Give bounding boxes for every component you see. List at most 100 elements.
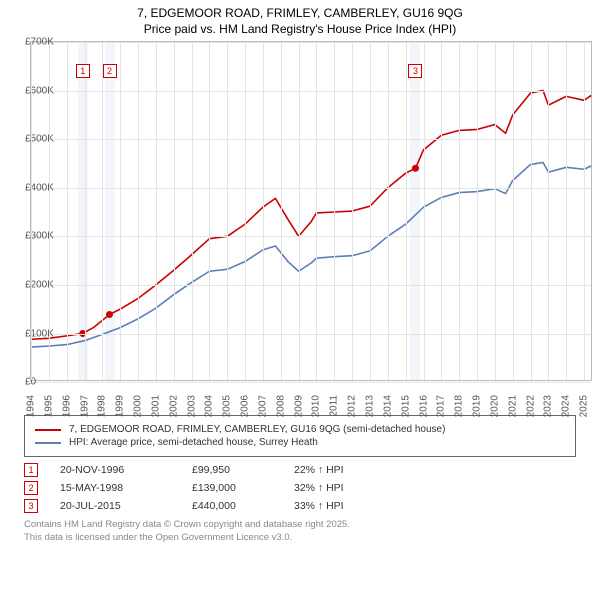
- x-tick-label: 2000: [133, 395, 144, 417]
- x-tick-label: 1998: [97, 395, 108, 417]
- x-gridline: [120, 42, 121, 380]
- x-gridline: [584, 42, 585, 380]
- x-tick-label: 2024: [561, 395, 572, 417]
- x-gridline: [441, 42, 442, 380]
- sale-row: 2 15-MAY-1998 £139,000 32% ↑ HPI: [24, 481, 576, 495]
- sale-index-box: 1: [24, 463, 38, 477]
- x-tick-label: 2014: [382, 395, 393, 417]
- x-tick-label: 1994: [26, 395, 37, 417]
- x-tick-label: 2006: [240, 395, 251, 417]
- x-gridline: [459, 42, 460, 380]
- x-tick-label: 2003: [186, 395, 197, 417]
- x-gridline: [281, 42, 282, 380]
- x-gridline: [31, 42, 32, 380]
- x-tick-label: 2004: [204, 395, 215, 417]
- x-tick-label: 1999: [115, 395, 126, 417]
- sale-price: £440,000: [192, 500, 272, 512]
- x-gridline: [334, 42, 335, 380]
- x-gridline: [263, 42, 264, 380]
- legend: 7, EDGEMOOR ROAD, FRIMLEY, CAMBERLEY, GU…: [24, 415, 576, 457]
- sale-row: 320-JUL-2015£440,00033% ↑ HPI: [24, 499, 576, 513]
- x-gridline: [174, 42, 175, 380]
- chart-svg: [31, 42, 591, 380]
- x-gridline: [227, 42, 228, 380]
- title-line2: Price paid vs. HM Land Registry's House …: [10, 22, 590, 38]
- series-line: [31, 91, 591, 340]
- x-tick-label: 2012: [347, 395, 358, 417]
- footer-line2: This data is licensed under the Open Gov…: [24, 532, 576, 544]
- sale-price: £99,950: [192, 464, 272, 476]
- x-tick-label: 2015: [400, 395, 411, 417]
- sale-date: 15-MAY-1998: [60, 482, 170, 494]
- x-gridline: [388, 42, 389, 380]
- x-tick-label: 2023: [543, 395, 554, 417]
- x-tick-label: 1995: [43, 395, 54, 417]
- sale-change: 33% ↑ HPI: [294, 500, 394, 512]
- footer-attribution: Contains HM Land Registry data © Crown c…: [24, 519, 576, 544]
- x-gridline: [156, 42, 157, 380]
- sale-change: 32% ↑ HPI: [294, 482, 394, 494]
- x-tick-label: 2009: [293, 395, 304, 417]
- x-tick-label: 2017: [436, 395, 447, 417]
- legend-item: HPI: Average price, semi-detached house,…: [35, 437, 565, 448]
- sale-index-box: 2: [24, 481, 38, 495]
- x-tick-label: 2020: [489, 395, 500, 417]
- sale-change: 22% ↑ HPI: [294, 464, 394, 476]
- x-tick-label: 2021: [507, 395, 518, 417]
- sale-marker-box: 1: [76, 64, 90, 78]
- sales-table: 1 20-NOV-1996 £99,950 22% ↑ HPI 2 15-MAY-1998…: [24, 463, 576, 513]
- x-tick-label: 2007: [257, 395, 268, 417]
- legend-item: 7, EDGEMOOR ROAD, FRIMLEY, CAMBERLEY, GU…: [35, 424, 565, 435]
- y-gridline: [31, 334, 591, 335]
- x-tick-label: 2022: [525, 395, 536, 417]
- x-gridline: [548, 42, 549, 380]
- series-line: [31, 163, 591, 348]
- x-tick-label: 2002: [168, 395, 179, 417]
- legend-label: HPI: Average price, semi-detached house,…: [69, 437, 318, 448]
- footer-line1: Contains HM Land Registry data © Crown c…: [24, 519, 576, 531]
- x-gridline: [566, 42, 567, 380]
- x-gridline: [495, 42, 496, 380]
- x-tick-label: 2013: [364, 395, 375, 417]
- y-gridline: [31, 188, 591, 189]
- sale-marker-box: 3: [408, 64, 422, 78]
- plot-region: £0£100K£200K£300K£400K£500K£600K£700K199…: [30, 41, 592, 381]
- x-tick-label: 2011: [329, 395, 340, 417]
- sale-marker-box: 2: [103, 64, 117, 78]
- x-tick-label: 2005: [222, 395, 233, 417]
- x-gridline: [138, 42, 139, 380]
- x-gridline: [316, 42, 317, 380]
- x-tick-label: 2025: [579, 395, 590, 417]
- legend-label: 7, EDGEMOOR ROAD, FRIMLEY, CAMBERLEY, GU…: [69, 424, 445, 435]
- x-gridline: [67, 42, 68, 380]
- sale-index-box: 3: [24, 499, 38, 513]
- sale-price: £139,000: [192, 482, 272, 494]
- x-gridline: [531, 42, 532, 380]
- sale-date: 20-NOV-1996: [60, 464, 170, 476]
- x-tick-label: 2010: [311, 395, 322, 417]
- x-gridline: [85, 42, 86, 380]
- x-gridline: [102, 42, 103, 380]
- x-tick-label: 2008: [275, 395, 286, 417]
- x-tick-label: 1997: [79, 395, 90, 417]
- x-gridline: [192, 42, 193, 380]
- x-gridline: [352, 42, 353, 380]
- x-gridline: [299, 42, 300, 380]
- legend-swatch: [35, 442, 61, 444]
- x-gridline: [245, 42, 246, 380]
- x-gridline: [513, 42, 514, 380]
- title-line1: 7, EDGEMOOR ROAD, FRIMLEY, CAMBERLEY, GU…: [10, 6, 590, 22]
- x-gridline: [49, 42, 50, 380]
- x-gridline: [209, 42, 210, 380]
- chart-area: £0£100K£200K£300K£400K£500K£600K£700K199…: [0, 41, 600, 411]
- x-gridline: [370, 42, 371, 380]
- x-tick-label: 2018: [454, 395, 465, 417]
- sale-row: 1 20-NOV-1996 £99,950 22% ↑ HPI: [24, 463, 576, 477]
- chart-title: 7, EDGEMOOR ROAD, FRIMLEY, CAMBERLEY, GU…: [0, 0, 600, 41]
- x-gridline: [424, 42, 425, 380]
- x-gridline: [477, 42, 478, 380]
- x-tick-label: 2001: [150, 395, 161, 417]
- y-gridline: [31, 236, 591, 237]
- legend-swatch: [35, 429, 61, 431]
- x-gridline: [406, 42, 407, 380]
